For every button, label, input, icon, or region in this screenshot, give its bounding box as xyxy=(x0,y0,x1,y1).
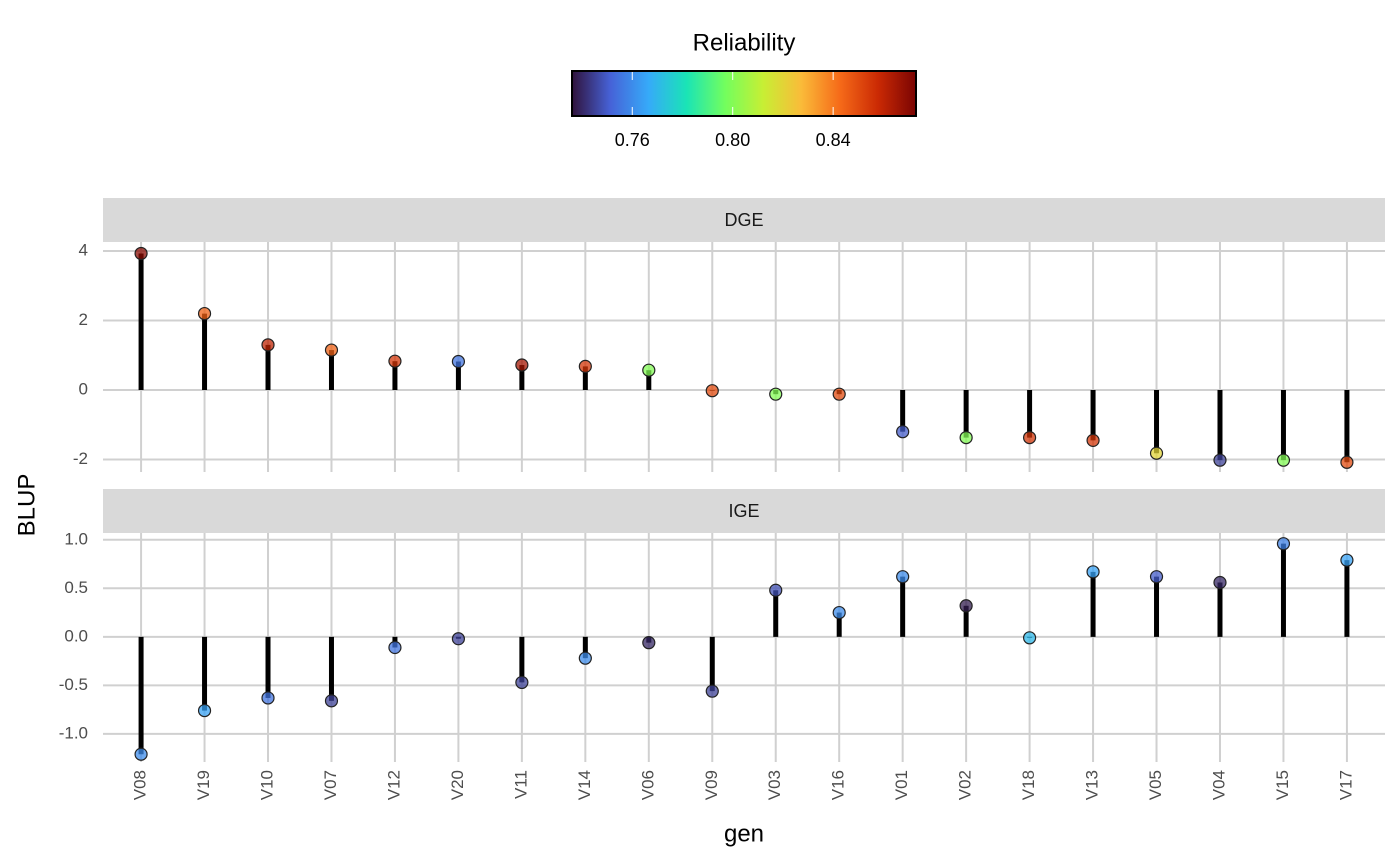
point xyxy=(324,343,339,357)
point xyxy=(769,583,783,597)
legend-title: Reliability xyxy=(693,29,796,56)
colorbar-tick-label: 0.80 xyxy=(715,130,750,150)
x-tick-label: V15 xyxy=(1273,770,1292,800)
point xyxy=(197,306,212,321)
point xyxy=(134,246,148,261)
point xyxy=(832,387,846,401)
point xyxy=(1213,575,1227,590)
facet-label: IGE xyxy=(728,501,759,521)
y-tick-label: 0 xyxy=(79,379,88,398)
x-tick-label: V18 xyxy=(1019,770,1038,800)
y-tick-label: 4 xyxy=(79,241,88,260)
point xyxy=(1340,553,1354,567)
point xyxy=(1340,455,1354,469)
point xyxy=(261,691,275,705)
point xyxy=(705,684,719,698)
x-tick-label: V17 xyxy=(1336,770,1355,800)
point xyxy=(896,425,910,439)
y-tick-label: -1.0 xyxy=(59,723,88,742)
y-tick-label: -2 xyxy=(73,449,88,468)
y-tick-label: 2 xyxy=(79,310,88,329)
point xyxy=(451,354,466,369)
point xyxy=(578,651,592,665)
x-tick-label: V10 xyxy=(257,770,276,800)
point xyxy=(261,338,275,352)
x-tick-label: V16 xyxy=(829,770,848,800)
x-tick-label: V05 xyxy=(1146,770,1165,800)
y-tick-label: 1.0 xyxy=(64,529,88,548)
point xyxy=(1213,453,1227,467)
x-tick-label: V01 xyxy=(892,770,911,800)
x-tick-label: V04 xyxy=(1209,770,1228,800)
point xyxy=(832,605,846,620)
x-tick-label: V02 xyxy=(956,770,975,800)
x-tick-label: V07 xyxy=(321,770,340,800)
facet-label: DGE xyxy=(724,210,763,230)
point xyxy=(642,363,656,377)
y-tick-label: 0.5 xyxy=(64,578,88,597)
point xyxy=(1149,570,1164,584)
x-tick-label: V12 xyxy=(384,770,403,800)
point xyxy=(515,358,529,372)
point xyxy=(515,675,529,690)
x-tick-label: V09 xyxy=(702,770,721,800)
point xyxy=(896,570,910,584)
point xyxy=(197,703,212,718)
point xyxy=(959,431,973,445)
colorbar-tick-label: 0.84 xyxy=(816,130,851,150)
point xyxy=(1022,431,1037,445)
point xyxy=(1276,537,1291,551)
x-tick-label: V19 xyxy=(194,770,213,800)
y-tick-label: 0.0 xyxy=(64,626,88,645)
point xyxy=(1149,446,1164,460)
x-axis-title: gen xyxy=(724,820,764,847)
point xyxy=(388,354,402,368)
point xyxy=(959,599,973,613)
y-tick-label: -0.5 xyxy=(59,675,88,694)
x-tick-label: V13 xyxy=(1083,770,1102,800)
x-tick-label: V08 xyxy=(131,770,150,800)
point xyxy=(451,632,466,646)
facet-strip xyxy=(103,489,1385,533)
colorbar xyxy=(571,70,917,117)
point xyxy=(1086,565,1100,579)
point xyxy=(642,636,656,650)
point xyxy=(388,640,402,655)
x-tick-label: V11 xyxy=(511,770,530,799)
point xyxy=(1276,453,1291,467)
x-tick-label: V14 xyxy=(575,770,594,800)
y-axis-title: BLUP xyxy=(13,474,40,537)
point xyxy=(578,359,592,373)
point xyxy=(769,387,783,401)
point xyxy=(1022,631,1037,645)
x-tick-label: V06 xyxy=(638,770,657,800)
point xyxy=(134,747,148,761)
point xyxy=(324,694,339,708)
facet-strip xyxy=(103,198,1385,242)
colorbar-tick-label: 0.76 xyxy=(615,130,650,150)
point xyxy=(1086,433,1100,447)
point xyxy=(705,384,719,398)
x-tick-label: V03 xyxy=(765,770,784,800)
x-tick-label: V20 xyxy=(448,770,467,800)
